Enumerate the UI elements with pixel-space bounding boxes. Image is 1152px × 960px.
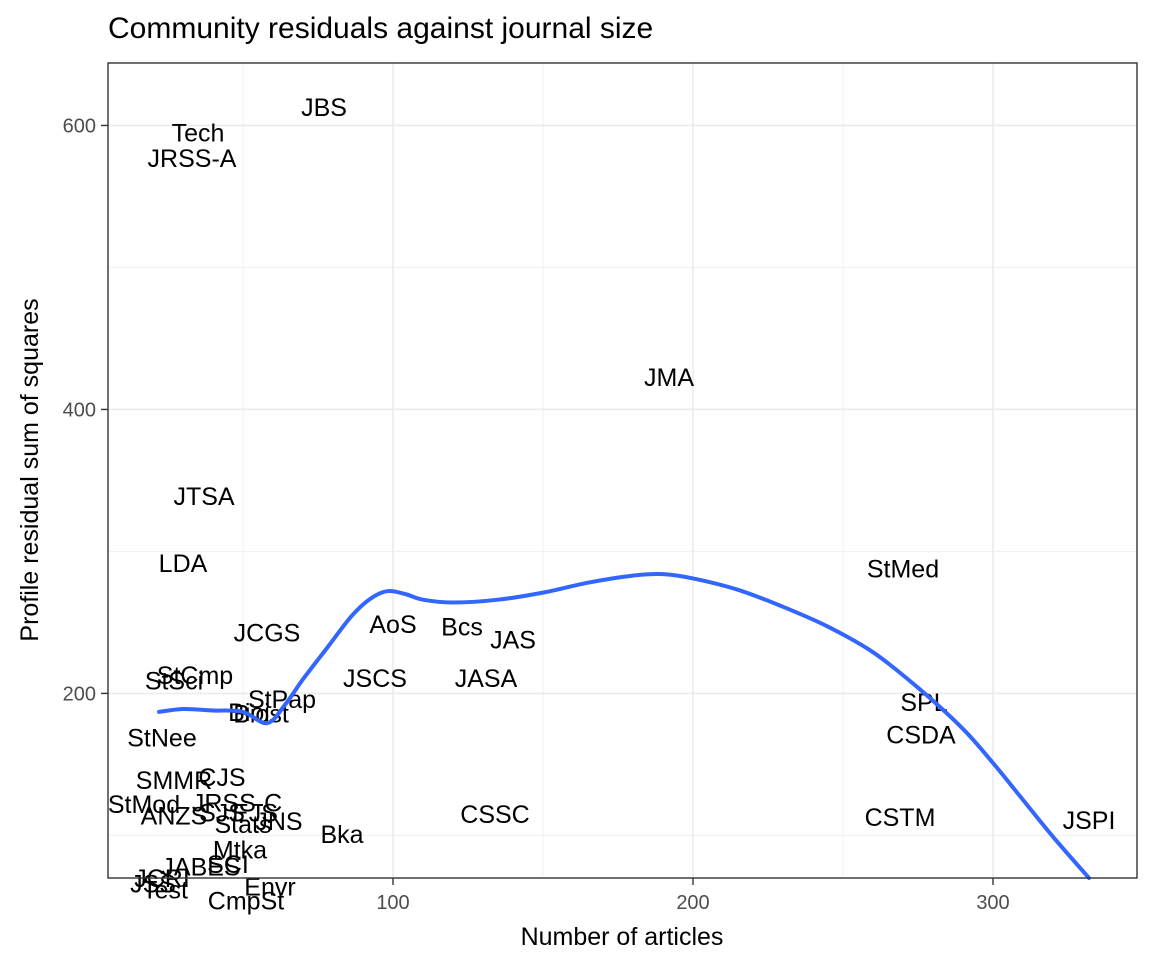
point-label: EJS: [232, 800, 278, 828]
point-label: JSPI: [1063, 807, 1116, 835]
point-label: CSDA: [886, 722, 956, 750]
x-tick-label: 300: [976, 892, 1009, 914]
point-label: JABES: [161, 854, 240, 882]
point-label: Bcs: [441, 614, 483, 642]
point-label: Stats: [215, 811, 272, 839]
point-label: StMod: [108, 791, 180, 819]
y-axis: 200 400 600: [63, 115, 108, 705]
point-label: JCRI: [134, 865, 190, 893]
point-label: JSS: [130, 871, 176, 899]
point-label: JMA: [644, 364, 694, 392]
y-axis-title: Profile residual sum of squares: [16, 298, 44, 641]
point-label: StNee: [127, 724, 196, 752]
point-label: CSSC: [460, 801, 529, 829]
x-axis: 100 200 300: [376, 878, 1010, 914]
point-label: Test: [142, 876, 188, 904]
point-label: JCGS: [234, 619, 301, 647]
major-gridlines: [108, 63, 1137, 878]
point-label: AoS: [369, 611, 416, 639]
x-axis-title: Number of articles: [521, 923, 724, 951]
point-label: ANZS: [141, 803, 208, 831]
y-tick-label: 400: [63, 399, 96, 421]
point-label: StCmp: [157, 662, 233, 690]
point-label: JTSA: [173, 483, 234, 511]
point-label: JAS: [490, 626, 536, 654]
point-label: CJS: [198, 764, 245, 792]
point-label: StSci: [145, 668, 203, 696]
minor-gridlines: [108, 63, 1137, 878]
point-label: JRSS-C: [192, 790, 282, 818]
point-label: Mtka: [213, 837, 267, 865]
point-label: CmpSt: [208, 888, 284, 916]
point-label: JASA: [455, 665, 518, 693]
y-tick-label: 200: [63, 683, 96, 705]
x-tick-label: 200: [676, 892, 709, 914]
point-label: Tech: [172, 120, 225, 148]
point-label: JSCS: [343, 665, 407, 693]
point-label: SMMR: [136, 767, 212, 795]
point-label: Bka: [320, 821, 363, 849]
plot-panel: [108, 63, 1137, 878]
point-label: JBS: [301, 94, 347, 122]
point-label: LDA: [159, 550, 208, 578]
point-label: JRSS-A: [148, 145, 237, 173]
point-label: JNS: [255, 808, 302, 836]
smooth-trend-line: [157, 571, 1091, 880]
point-label: SCI: [207, 851, 249, 879]
point-label: StMed: [867, 555, 939, 583]
point-label: CSTM: [865, 804, 936, 832]
plot-border: [107, 62, 1138, 879]
chart-title: Community residuals against journal size: [108, 12, 654, 45]
y-tick-label: 600: [63, 115, 96, 137]
x-tick-label: 100: [376, 892, 409, 914]
point-label: SJS: [199, 800, 245, 828]
